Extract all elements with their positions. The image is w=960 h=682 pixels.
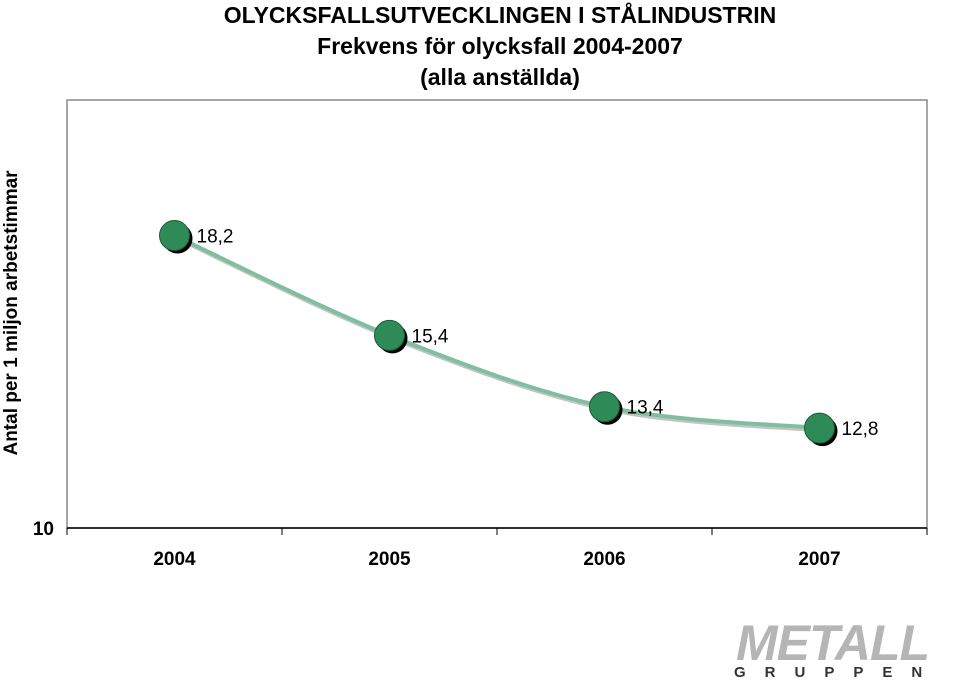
series-line xyxy=(173,233,820,431)
chart-title: OLYCKSFALLSUTVECKLINGEN I STÅLINDUSTRIN xyxy=(223,2,777,28)
data-point xyxy=(804,412,835,444)
y-tick-label: 10 xyxy=(33,519,54,540)
plot-area xyxy=(66,99,928,529)
data-label: 13,4 xyxy=(627,398,664,419)
data-label: 15,4 xyxy=(412,326,449,347)
data-point xyxy=(374,319,405,351)
metallgruppen-logo: METALL GRUPPEN xyxy=(732,618,958,682)
data-label: 18,2 xyxy=(197,227,234,248)
chart-subtitle-2: (alla anställda) xyxy=(420,64,580,90)
data-point xyxy=(159,220,190,252)
y-axis-label: Antal per 1 miljon arbetstimmar xyxy=(1,170,22,456)
x-tick-label: 2006 xyxy=(583,549,625,570)
x-tick-label: 2005 xyxy=(368,549,411,570)
x-tick-label: 2004 xyxy=(153,549,196,570)
logo-main-text: METALL xyxy=(736,615,930,671)
x-tick-label: 2007 xyxy=(798,549,840,570)
data-point xyxy=(589,391,620,423)
logo-sub-text: GRUPPEN xyxy=(734,664,942,681)
line-chart: 2004 2005 2006 2007 10 18,2 15,4 13,4 12,8 Anta… xyxy=(1,99,928,570)
data-label: 12,8 xyxy=(842,419,879,440)
chart-subtitle: Frekvens för olycksfall 2004-2007 xyxy=(317,33,683,59)
